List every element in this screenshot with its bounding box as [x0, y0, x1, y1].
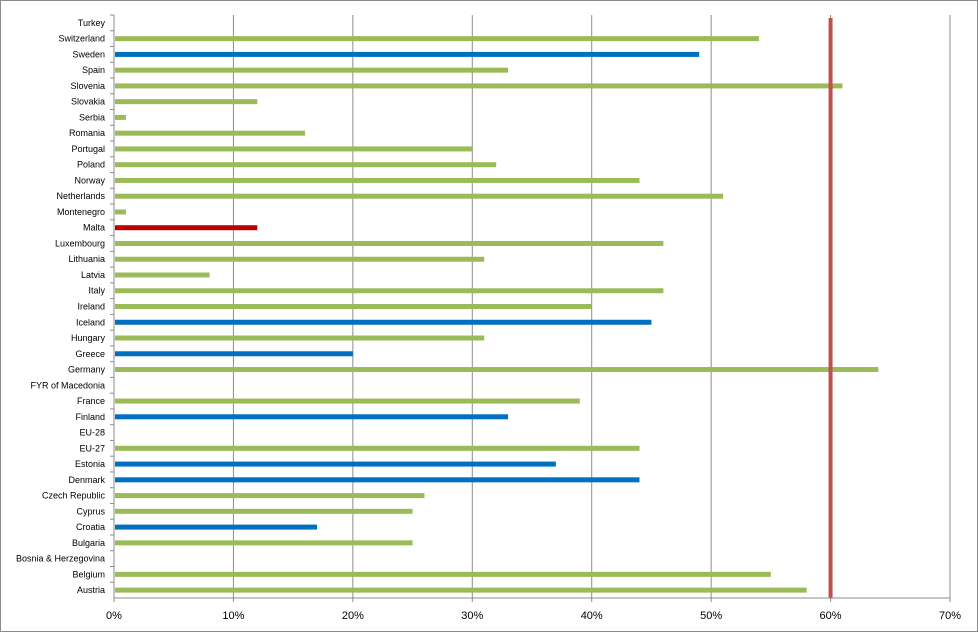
category-label: Portugal — [71, 144, 105, 154]
bar — [115, 162, 497, 168]
bar — [115, 477, 640, 483]
x-tick-label: 10% — [222, 610, 244, 622]
category-label: Austria — [77, 585, 105, 595]
category-label: FYR of Macedonia — [30, 380, 105, 390]
bar — [115, 36, 759, 42]
category-label: Latvia — [81, 270, 105, 280]
bar — [115, 319, 652, 325]
category-label: Germany — [68, 365, 106, 375]
category-label: Croatia — [76, 522, 105, 532]
category-label: Denmark — [68, 475, 105, 485]
bar — [115, 209, 126, 215]
bars — [115, 36, 879, 593]
category-label: EU-27 — [79, 443, 105, 453]
category-label: France — [77, 396, 105, 406]
bar — [115, 83, 843, 89]
category-label: Switzerland — [58, 34, 105, 44]
bar — [115, 398, 580, 404]
category-label: Poland — [77, 160, 105, 170]
x-tick-label: 60% — [820, 610, 842, 622]
bar — [115, 193, 724, 199]
category-label: Romania — [69, 128, 105, 138]
bar — [115, 508, 413, 514]
x-tick-label: 50% — [700, 610, 722, 622]
bar — [115, 445, 640, 451]
category-label: Hungary — [71, 333, 106, 343]
bar — [115, 177, 640, 183]
bar — [115, 351, 353, 357]
category-label: Iceland — [76, 317, 105, 327]
category-label: Ireland — [77, 302, 105, 312]
x-tick-label: 30% — [461, 610, 483, 622]
x-tick-label: 40% — [581, 610, 603, 622]
bar — [115, 571, 771, 577]
category-label: Spain — [82, 65, 105, 75]
category-label: Montenegro — [57, 207, 105, 217]
bar — [115, 304, 592, 309]
category-label: Belgium — [72, 569, 105, 579]
bar — [115, 288, 664, 294]
bar — [115, 225, 258, 231]
bar — [115, 335, 485, 341]
bar — [115, 461, 556, 467]
bar — [115, 114, 126, 120]
category-label: Czech Republic — [42, 491, 106, 501]
category-label: Serbia — [79, 112, 105, 122]
category-label: Italy — [88, 286, 105, 296]
bar — [115, 414, 509, 420]
x-tick-labels: 0% 10% 20% 30% 40% 50% 60% 70% — [106, 610, 961, 622]
category-label: Greece — [75, 349, 105, 359]
bar — [115, 367, 879, 373]
bar — [115, 240, 664, 246]
category-labels: Turkey Switzerland Sweden Spain Slovenia Slov… — [16, 18, 106, 595]
category-label: Lithuania — [68, 254, 105, 264]
bar — [115, 493, 425, 499]
category-label: Bulgaria — [72, 538, 105, 548]
bar — [115, 67, 509, 73]
x-tick-label: 70% — [939, 610, 961, 622]
x-tick-label: 20% — [342, 610, 364, 622]
category-label: Finland — [75, 412, 105, 422]
category-label: Cyprus — [76, 506, 105, 516]
x-tick-label: 0% — [106, 610, 122, 622]
category-label: Sweden — [72, 49, 105, 59]
category-label: Norway — [74, 175, 105, 185]
bar — [115, 256, 485, 262]
bar — [115, 146, 473, 152]
bar — [115, 540, 413, 546]
bar — [115, 51, 700, 57]
category-label: Slovakia — [71, 97, 105, 107]
category-label: Netherlands — [56, 191, 105, 201]
category-label: Estonia — [75, 459, 105, 469]
bar — [115, 524, 318, 530]
bar — [115, 587, 807, 593]
category-label: Slovenia — [70, 81, 105, 91]
category-label: Bosnia & Herzegovina — [16, 554, 105, 564]
bar — [115, 99, 258, 105]
category-label: Luxembourg — [55, 238, 105, 248]
category-label: Turkey — [78, 18, 106, 28]
bar — [115, 130, 306, 136]
category-label: Malta — [83, 223, 105, 233]
axes — [110, 14, 951, 602]
category-label: EU-28 — [79, 428, 105, 438]
bar — [115, 272, 210, 278]
